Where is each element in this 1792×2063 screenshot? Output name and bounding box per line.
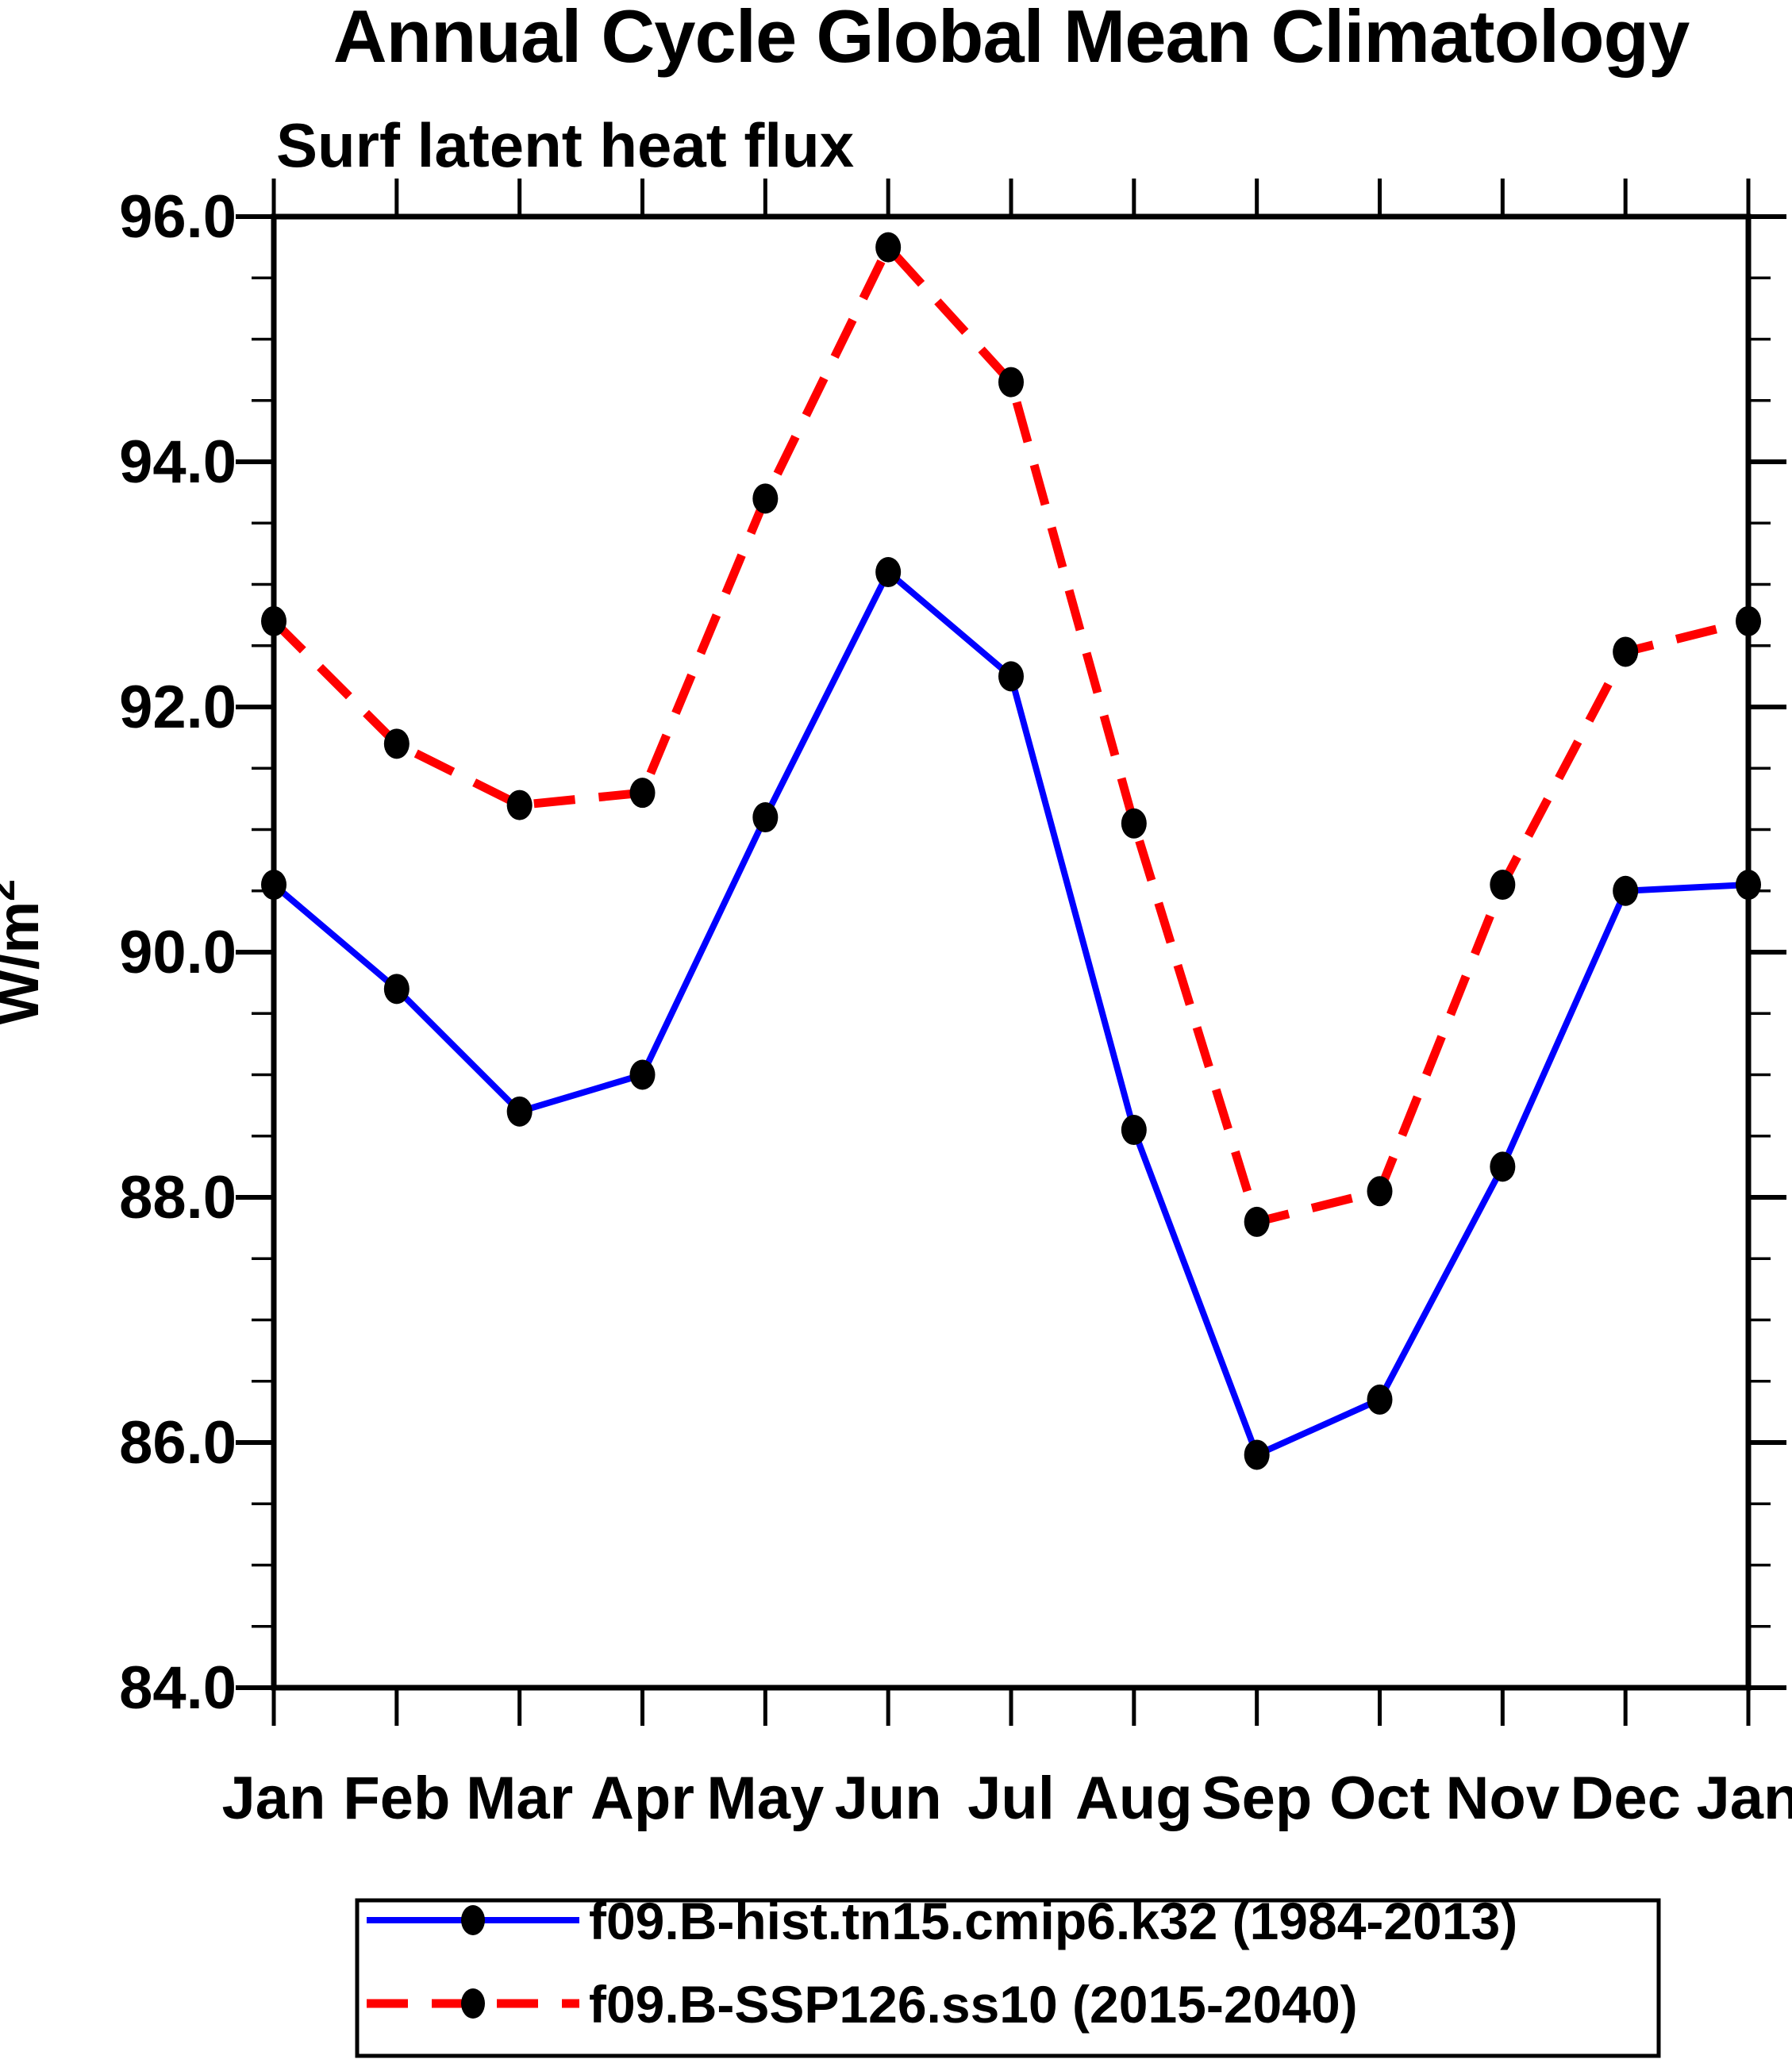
- legend-marker: [461, 1905, 485, 1935]
- series-0-marker: [1613, 875, 1639, 906]
- y-tick-label: 96.0: [119, 183, 236, 251]
- legend-entry: f09.B-hist.tn15.cmip6.k32 (1984-2013): [367, 1892, 1517, 1950]
- series-0-marker: [506, 1096, 533, 1127]
- x-tick-label: Oct: [1329, 1765, 1430, 1832]
- series-0-marker: [1244, 1439, 1270, 1470]
- series-1-marker: [875, 232, 902, 263]
- legend-marker: [461, 1988, 485, 2019]
- series-1-marker: [383, 728, 410, 759]
- x-tick-label: Jun: [835, 1765, 942, 1832]
- x-tick-label: Jan: [1697, 1765, 1792, 1832]
- legend: f09.B-hist.tn15.cmip6.k32 (1984-2013) f09…: [355, 1892, 1661, 2058]
- series-1-marker: [1244, 1206, 1270, 1237]
- series-1-marker: [506, 789, 533, 820]
- legend-entry: f09.B-SSP126.ss10 (2015-2040): [367, 1975, 1358, 2034]
- series-1-marker: [998, 367, 1024, 398]
- series-0-marker: [629, 1059, 656, 1090]
- series-0-marker: [998, 661, 1024, 692]
- legend-box: [355, 1898, 1661, 2058]
- y-axis-title: W/m2: [0, 879, 51, 1025]
- legend-label: f09.B-hist.tn15.cmip6.k32 (1984-2013): [589, 1892, 1517, 1950]
- y-axis-title-superscript: 2: [0, 879, 23, 901]
- series-0-marker: [752, 802, 779, 833]
- series-1-marker: [1121, 808, 1147, 839]
- series-1-marker: [1490, 870, 1516, 901]
- series-1-marker: [1367, 1176, 1393, 1207]
- y-tick-label: 86.0: [119, 1409, 236, 1477]
- x-tick-label: Mar: [466, 1765, 573, 1832]
- series-0-marker: [1367, 1384, 1393, 1415]
- y-tick-label: 90.0: [119, 919, 236, 986]
- legend-label: f09.B-SSP126.ss10 (2015-2040): [589, 1975, 1358, 2034]
- y-tick-label: 94.0: [119, 428, 236, 496]
- y-axis-title-text: W/m: [0, 901, 51, 1025]
- series-1-marker: [752, 483, 779, 514]
- x-tick-label: Aug: [1075, 1765, 1193, 1832]
- x-tick-label: Apr: [590, 1765, 694, 1832]
- x-tick-label: Nov: [1446, 1765, 1560, 1832]
- y-tick-label: 88.0: [119, 1164, 236, 1231]
- x-tick-label: Sep: [1202, 1765, 1312, 1832]
- x-tick-label: Feb: [343, 1765, 450, 1832]
- plot-frame: [271, 213, 1752, 1691]
- y-tick-label: 92.0: [119, 674, 236, 741]
- series-0-marker: [1490, 1151, 1516, 1182]
- x-axis-tick-labels: Jan Feb Mar Apr May Jun Jul Aug Sep Oct Nov Dec Jan: [222, 1765, 1792, 1832]
- x-tick-label: May: [706, 1765, 824, 1832]
- series-0-line: [271, 567, 1749, 1459]
- series-0-marker: [383, 974, 410, 1005]
- axis-ticks: [236, 179, 1786, 1726]
- series-1-marker: [629, 778, 656, 809]
- x-tick-label: Jul: [967, 1765, 1055, 1832]
- chart-subtitle: Surf latent heat flux: [276, 110, 854, 180]
- series-1-marker: [1613, 636, 1639, 667]
- x-tick-label: Dec: [1570, 1765, 1680, 1832]
- chart-title: Annual Cycle Global Mean Climatology: [333, 0, 1690, 78]
- y-axis-tick-labels: 96.0 94.0 92.0 90.0 88.0 86.0 84.0: [119, 183, 236, 1722]
- x-tick-label: Jan: [222, 1765, 326, 1832]
- series-0-marker: [875, 557, 902, 588]
- series-0-marker: [1121, 1115, 1147, 1146]
- data-series: [261, 232, 1761, 1470]
- y-tick-label: 84.0: [119, 1654, 236, 1722]
